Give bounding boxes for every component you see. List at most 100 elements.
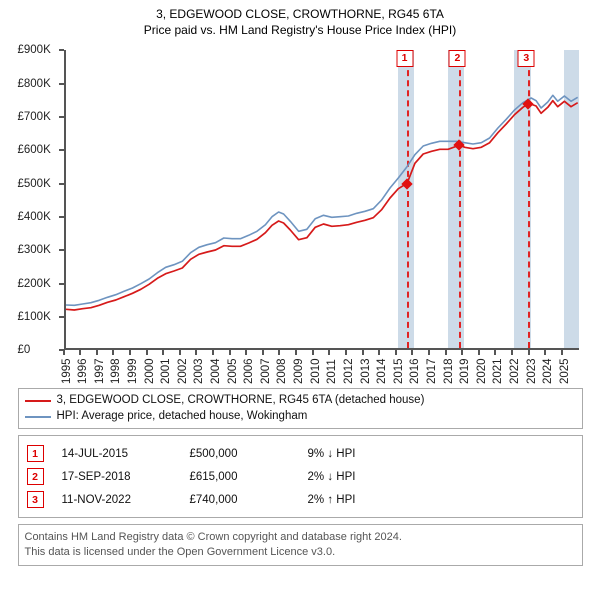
x-tick [96,350,98,355]
x-tick [511,350,513,355]
x-tick-label: 2001 [160,359,172,385]
chart-title-2: Price paid vs. HM Land Registry's House … [12,22,588,38]
x-tick-label: 1996 [77,359,89,385]
x-tick [112,350,114,355]
x-tick-label: 2019 [459,359,471,385]
y-tick-label: £600K [18,144,51,156]
x-tick [362,350,364,355]
y-tick [59,49,64,51]
x-tick-label: 2010 [310,359,322,385]
x-tick [162,350,164,355]
x-tick-label: 2014 [376,359,388,385]
y-tick-label: £0 [18,344,31,356]
x-tick-label: 2015 [393,359,405,385]
y-tick-label: £200K [18,278,51,290]
y-tick-label: £800K [18,78,51,90]
series-subject [66,101,578,310]
events-box: 1 14-JUL-2015 £500,000 9% ↓ HPI 2 17-SEP-2018… [18,435,583,518]
x-tick-label: 1998 [110,359,122,385]
event-date: 14-JUL-2015 [62,448,172,460]
legend-swatch-hpi [25,416,51,418]
legend-label-subject: 3, EDGEWOOD CLOSE, CROWTHORNE, RG45 6TA … [57,393,425,409]
x-tick-label: 2012 [343,359,355,385]
x-tick [212,350,214,355]
event-index-badge: 3 [27,491,44,508]
x-tick-label: 2007 [260,359,272,385]
x-tick [445,350,447,355]
y-tick [59,249,64,251]
y-tick [59,83,64,85]
x-tick [411,350,413,355]
y-tick [59,283,64,285]
x-tick [146,350,148,355]
footer-line-1: Contains HM Land Registry data © Crown c… [25,530,576,545]
y-tick [59,116,64,118]
legend-label-hpi: HPI: Average price, detached house, Woki… [57,409,308,425]
x-tick [79,350,81,355]
price-chart: £0£100K£200K£300K£400K£500K£600K£700K£80… [18,44,583,384]
x-tick [63,350,65,355]
x-tick-label: 2023 [526,359,538,385]
x-tick-label: 2002 [177,359,189,385]
x-tick-label: 2004 [210,359,222,385]
event-row: 1 14-JUL-2015 £500,000 9% ↓ HPI [25,442,576,465]
x-tick [378,350,380,355]
x-tick-label: 2018 [443,359,455,385]
x-tick-label: 2011 [326,360,338,385]
x-tick [478,350,480,355]
x-tick [179,350,181,355]
x-tick [528,350,530,355]
x-tick-label: 2020 [476,359,488,385]
x-tick [461,350,463,355]
x-tick [395,350,397,355]
event-price: £740,000 [190,494,290,506]
x-tick [245,350,247,355]
event-date: 11-NOV-2022 [62,494,172,506]
y-tick [59,183,64,185]
x-tick-label: 2005 [227,359,239,385]
event-price: £500,000 [190,448,290,460]
x-tick-label: 2008 [276,359,288,385]
event-badge: 3 [518,48,535,67]
event-price: £615,000 [190,471,290,483]
x-tick-label: 2022 [509,359,521,385]
x-tick-label: 2000 [144,359,156,385]
y-tick-label: £400K [18,211,51,223]
footer-box: Contains HM Land Registry data © Crown c… [18,524,583,566]
x-tick [312,350,314,355]
event-delta: 9% ↓ HPI [308,448,356,460]
y-tick-label: £100K [18,311,51,323]
x-tick-label: 2017 [426,359,438,385]
x-tick [494,350,496,355]
event-date: 17-SEP-2018 [62,471,172,483]
y-tick-label: £900K [18,44,51,56]
x-tick-label: 2003 [193,359,205,385]
y-tick-label: £500K [18,178,51,190]
x-tick [561,350,563,355]
event-row: 217-SEP-2018£615,0002% ↓ HPI [25,465,576,488]
event-delta: 2% ↑ HPI [308,494,356,506]
x-tick-label: 2021 [492,359,504,385]
event-badge: 2 [449,48,466,67]
x-tick-label: 1999 [127,359,139,385]
x-tick-label: 2009 [293,359,305,385]
series-hpi [66,96,578,306]
x-tick-label: 1997 [94,359,106,385]
x-tick [195,350,197,355]
legend-swatch-subject [25,400,51,402]
x-tick [129,350,131,355]
x-tick [544,350,546,355]
series-svg [66,50,579,350]
plot-area [64,50,579,350]
x-tick-label: 2024 [542,359,554,385]
x-tick [345,350,347,355]
x-tick [295,350,297,355]
x-tick-label: 2013 [360,359,372,385]
x-tick [229,350,231,355]
x-tick [278,350,280,355]
event-index-badge: 1 [27,445,44,462]
y-tick [59,316,64,318]
event-index-badge: 2 [27,468,44,485]
event-badge: 1 [396,48,413,67]
x-tick-label: 1995 [61,359,73,385]
